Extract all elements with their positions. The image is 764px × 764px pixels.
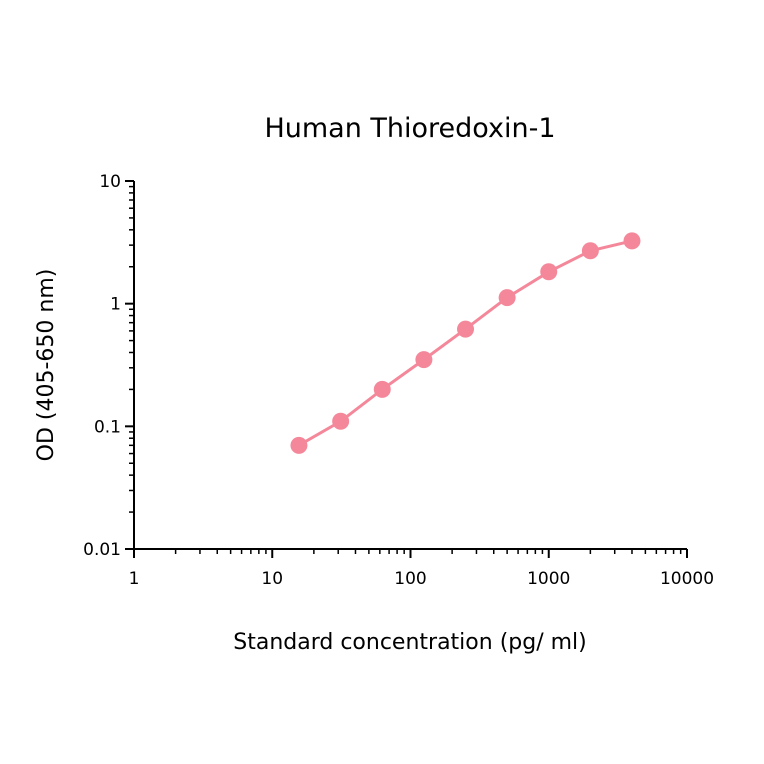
y-tick-label: 1 xyxy=(110,295,121,315)
data-point xyxy=(581,242,599,260)
y-tick-label: 10 xyxy=(99,172,121,192)
x-axis-label: Standard concentration (pg/ ml) xyxy=(233,630,586,655)
y-tick-label: 0.1 xyxy=(94,417,121,437)
data-point xyxy=(415,351,433,369)
plot-area xyxy=(290,232,641,454)
data-point xyxy=(373,380,391,398)
x-tick-label: 1000 xyxy=(527,569,570,589)
y-axis-label: OD (405-650 nm) xyxy=(34,269,59,462)
data-point xyxy=(498,289,516,307)
x-tick-label: 10 xyxy=(261,569,283,589)
y-tick-label: 0.01 xyxy=(83,540,121,560)
chart-title: Human Thioredoxin-1 xyxy=(264,113,555,144)
x-tick-label: 100 xyxy=(394,569,426,589)
data-point xyxy=(332,412,350,430)
axes: 1 10 100 1000 10000 0.01 0.1 1 10 xyxy=(83,172,714,589)
data-point xyxy=(457,320,475,338)
data-point xyxy=(623,232,641,250)
series-line xyxy=(298,239,633,447)
x-tick-label: 10000 xyxy=(660,569,714,589)
x-tick-label: 1 xyxy=(129,569,140,589)
data-point xyxy=(540,263,558,281)
data-point xyxy=(290,436,308,454)
